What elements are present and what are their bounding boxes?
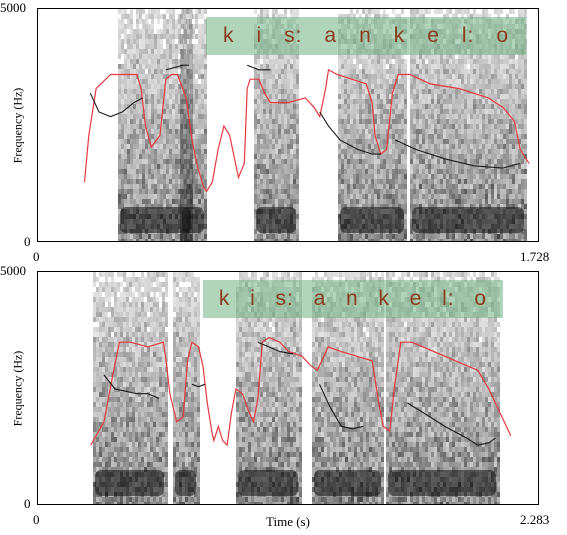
segment-label: i: [250, 287, 256, 310]
segment-label: e: [427, 24, 440, 47]
black-formant-track-5: [395, 139, 521, 169]
black-formant-track-3: [257, 341, 294, 355]
segment-label: l:: [461, 24, 475, 47]
segment-label: k: [222, 24, 235, 47]
y-tick-max-top: 5000: [0, 0, 26, 15]
segment-label: i: [256, 24, 263, 47]
segment-label: a: [313, 287, 327, 310]
spectrogram-plot-bottom: [90, 272, 512, 504]
black-formant-track-1: [89, 92, 143, 118]
segment-label: k: [378, 287, 390, 310]
x-tick-min-bottom: 0: [33, 512, 40, 527]
black-formant-track-4: [319, 384, 364, 430]
y-tick-max-bottom: 5000: [0, 263, 26, 278]
segment-label-box-top: k i s: a n k e l: o: [206, 17, 526, 55]
segment-label-box-bottom: k i s: a n k e l: o: [203, 280, 503, 318]
segment-label: e: [409, 287, 423, 310]
red-contour-line: [90, 336, 512, 447]
y-axis-label-bottom: Frequency (Hz): [10, 350, 25, 427]
spectrogram-panel-bottom: k i s: a n k e l: o: [37, 271, 539, 505]
segment-label: s:: [275, 287, 294, 310]
segment-label: o: [474, 287, 487, 310]
x-tick-max-bottom: 2.283: [520, 512, 550, 527]
segment-label: k: [393, 24, 406, 47]
spectrogram-texture: [93, 272, 500, 504]
black-formant-track-5: [407, 402, 496, 446]
black-formant-track-3: [246, 64, 271, 71]
segment-label: o: [496, 24, 509, 47]
black-formant-track-1: [103, 374, 160, 399]
x-axis-label: Time (s): [266, 514, 310, 529]
y-tick-min-bottom: 0: [24, 496, 31, 511]
x-tick-max-top: 1.728: [520, 249, 550, 264]
black-formant-track-2: [191, 383, 206, 388]
spectrogram-panel-top: k i s: a n k e l: o: [37, 8, 539, 242]
segment-label: n: [359, 24, 372, 47]
spectrogram-texture: [118, 9, 527, 241]
segment-label: k: [218, 287, 231, 310]
red-contour-line: [83, 68, 530, 193]
y-tick-min-top: 0: [24, 234, 31, 249]
segment-label: a: [324, 24, 338, 47]
y-axis-label-top: Frequency (Hz): [10, 87, 25, 164]
black-formant-track-2: [165, 64, 190, 71]
spectrogram-plot-top: [83, 9, 530, 241]
segment-label: n: [346, 287, 359, 310]
black-formant-track-4: [319, 111, 381, 155]
segment-label: s:: [284, 24, 303, 47]
segment-label: l:: [442, 287, 455, 310]
x-tick-min-top: 0: [33, 249, 40, 264]
